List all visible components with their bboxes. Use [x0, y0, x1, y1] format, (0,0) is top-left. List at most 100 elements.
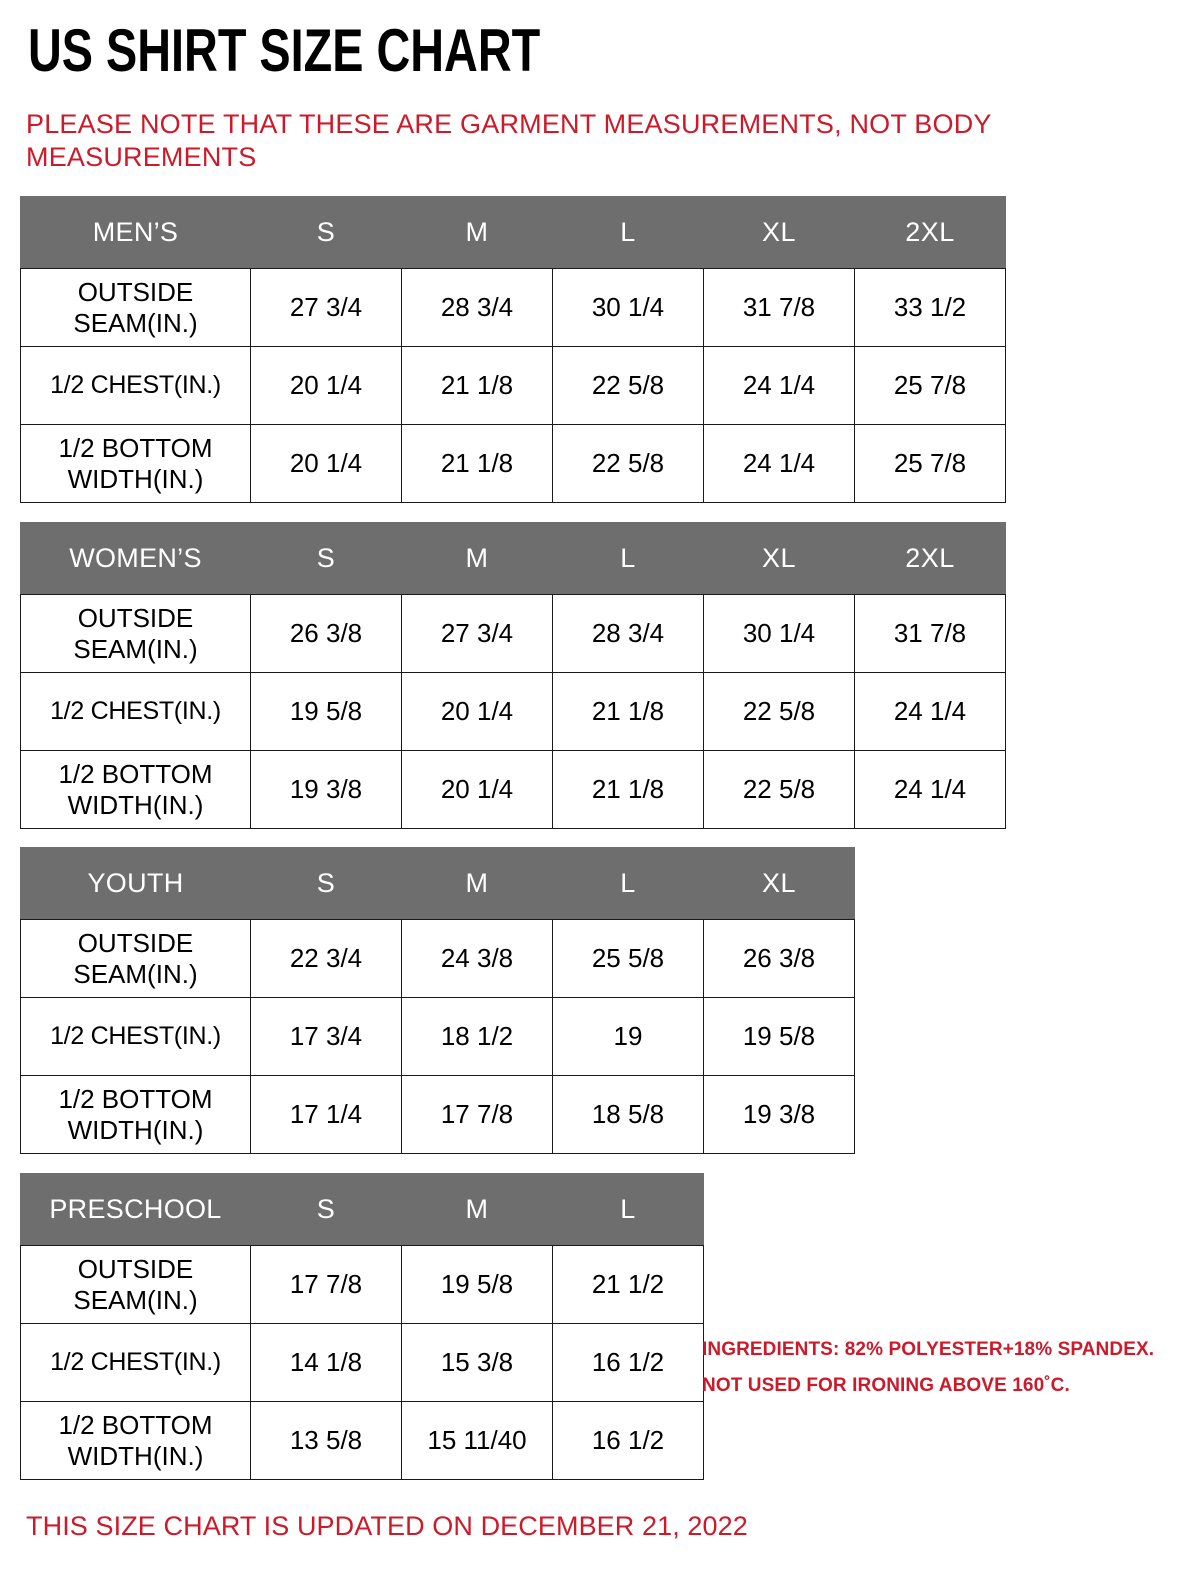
cell-value: 19 3/8: [703, 1075, 855, 1154]
cell-value: 30 1/4: [703, 594, 855, 673]
cell-value: 13 5/8: [250, 1401, 402, 1480]
cell-value: 25 7/8: [854, 424, 1006, 503]
cell-value: 21 1/8: [401, 424, 553, 503]
cell-value: 27 3/4: [401, 594, 553, 673]
cell-value: 31 7/8: [703, 268, 855, 347]
cell-value: 25 5/8: [552, 919, 704, 998]
header-cell-m: M: [401, 1173, 553, 1246]
cell-value: 31 7/8: [854, 594, 1006, 673]
table-row: 1/2 BOTTOM WIDTH(IN.) 19 3/8 20 1/4 21 1…: [20, 750, 1006, 829]
row-label-half-bottom-width: 1/2 BOTTOM WIDTH(IN.): [20, 1075, 251, 1154]
header-cell-s: S: [250, 196, 402, 269]
table-row: OUTSIDE SEAM(IN.) 26 3/8 27 3/4 28 3/4 3…: [20, 594, 1006, 673]
garment-measurement-note: PLEASE NOTE THAT THESE ARE GARMENT MEASU…: [26, 109, 992, 172]
table-row: OUTSIDE SEAM(IN.) 22 3/4 24 3/8 25 5/8 2…: [20, 919, 855, 998]
row-label-half-bottom-width: 1/2 BOTTOM WIDTH(IN.): [20, 750, 251, 829]
table-row: 1/2 CHEST(IN.) 14 1/8 15 3/8 16 1/2: [20, 1323, 704, 1402]
table-row: 1/2 BOTTOM WIDTH(IN.) 20 1/4 21 1/8 22 5…: [20, 424, 1006, 503]
table-header-row: PRESCHOOL S M L: [20, 1173, 704, 1246]
cell-value: 22 3/4: [250, 919, 402, 998]
page-title: US SHIRT SIZE CHART: [28, 17, 541, 84]
header-cell-category: YOUTH: [20, 847, 251, 920]
header-cell-l: L: [552, 196, 704, 269]
ingredients-note: INGREDIENTS: 82% POLYESTER+18% SPANDEX. …: [702, 1332, 1172, 1404]
table-row: 1/2 BOTTOM WIDTH(IN.) 13 5/8 15 11/40 16…: [20, 1401, 704, 1480]
row-label-outside-seam: OUTSIDE SEAM(IN.): [20, 919, 251, 998]
preschool-size-table: PRESCHOOL S M L OUTSIDE SEAM(IN.) 17 7/8…: [20, 1173, 704, 1480]
row-label-half-chest: 1/2 CHEST(IN.): [20, 346, 251, 425]
header-cell-m: M: [401, 522, 553, 595]
header-cell-l: L: [552, 522, 704, 595]
ingredients-line-1: INGREDIENTS: 82% POLYESTER+18% SPANDEX.: [702, 1339, 1155, 1360]
header-cell-m: M: [401, 196, 553, 269]
cell-value: 18 1/2: [401, 997, 553, 1076]
row-label-outside-seam: OUTSIDE SEAM(IN.): [20, 268, 251, 347]
ingredients-line-2: NOT USED FOR IRONING ABOVE 160˚C.: [702, 1375, 1070, 1396]
cell-value: 16 1/2: [552, 1401, 704, 1480]
table-header-row: WOMEN’S S M L XL 2XL: [20, 522, 1006, 595]
cell-value: 17 7/8: [401, 1075, 553, 1154]
table-row: 1/2 CHEST(IN.) 20 1/4 21 1/8 22 5/8 24 1…: [20, 346, 1006, 425]
header-cell-s: S: [250, 847, 402, 920]
cell-value: 28 3/4: [401, 268, 553, 347]
cell-value: 24 1/4: [703, 346, 855, 425]
cell-value: 19 5/8: [703, 997, 855, 1076]
cell-value: 22 5/8: [552, 346, 704, 425]
cell-value: 16 1/2: [552, 1323, 704, 1402]
cell-value: 21 1/8: [552, 672, 704, 751]
cell-value: 15 11/40: [401, 1401, 553, 1480]
cell-value: 21 1/8: [552, 750, 704, 829]
table-header-row: YOUTH S M L XL: [20, 847, 855, 920]
header-cell-xl: XL: [703, 196, 855, 269]
cell-value: 26 3/8: [703, 919, 855, 998]
youth-size-table: YOUTH S M L XL OUTSIDE SEAM(IN.) 22 3/4 …: [20, 847, 855, 1154]
cell-value: 21 1/2: [552, 1245, 704, 1324]
cell-value: 24 3/8: [401, 919, 553, 998]
row-label-outside-seam: OUTSIDE SEAM(IN.): [20, 1245, 251, 1324]
table-row: OUTSIDE SEAM(IN.) 27 3/4 28 3/4 30 1/4 3…: [20, 268, 1006, 347]
table-row: 1/2 CHEST(IN.) 19 5/8 20 1/4 21 1/8 22 5…: [20, 672, 1006, 751]
table-row: OUTSIDE SEAM(IN.) 17 7/8 19 5/8 21 1/2: [20, 1245, 704, 1324]
cell-value: 19 5/8: [250, 672, 402, 751]
cell-value: 17 1/4: [250, 1075, 402, 1154]
header-cell-s: S: [250, 1173, 402, 1246]
row-label-half-bottom-width: 1/2 BOTTOM WIDTH(IN.): [20, 424, 251, 503]
header-cell-category: MEN’S: [20, 196, 251, 269]
cell-value: 24 1/4: [854, 672, 1006, 751]
header-cell-m: M: [401, 847, 553, 920]
mens-size-table: MEN’S S M L XL 2XL OUTSIDE SEAM(IN.) 27 …: [20, 196, 1006, 503]
cell-value: 24 1/4: [703, 424, 855, 503]
cell-value: 20 1/4: [401, 672, 553, 751]
header-cell-2xl: 2XL: [854, 522, 1006, 595]
cell-value: 33 1/2: [854, 268, 1006, 347]
header-cell-category: WOMEN’S: [20, 522, 251, 595]
cell-value: 19 3/8: [250, 750, 402, 829]
cell-value: 22 5/8: [552, 424, 704, 503]
cell-value: 27 3/4: [250, 268, 402, 347]
cell-value: 19 5/8: [401, 1245, 553, 1324]
header-cell-l: L: [552, 1173, 704, 1246]
cell-value: 15 3/8: [401, 1323, 553, 1402]
cell-value: 19: [552, 997, 704, 1076]
row-label-half-chest: 1/2 CHEST(IN.): [20, 1323, 251, 1402]
last-updated-note: THIS SIZE CHART IS UPDATED ON DECEMBER 2…: [26, 1511, 748, 1541]
cell-value: 21 1/8: [401, 346, 553, 425]
header-cell-s: S: [250, 522, 402, 595]
header-cell-l: L: [552, 847, 704, 920]
cell-value: 22 5/8: [703, 672, 855, 751]
cell-value: 22 5/8: [703, 750, 855, 829]
cell-value: 14 1/8: [250, 1323, 402, 1402]
cell-value: 20 1/4: [250, 424, 402, 503]
cell-value: 18 5/8: [552, 1075, 704, 1154]
header-cell-xl: XL: [703, 522, 855, 595]
cell-value: 26 3/8: [250, 594, 402, 673]
header-cell-2xl: 2XL: [854, 196, 1006, 269]
cell-value: 17 7/8: [250, 1245, 402, 1324]
table-row: 1/2 BOTTOM WIDTH(IN.) 17 1/4 17 7/8 18 5…: [20, 1075, 855, 1154]
cell-value: 20 1/4: [401, 750, 553, 829]
cell-value: 28 3/4: [552, 594, 704, 673]
cell-value: 20 1/4: [250, 346, 402, 425]
table-row: 1/2 CHEST(IN.) 17 3/4 18 1/2 19 19 5/8: [20, 997, 855, 1076]
row-label-outside-seam: OUTSIDE SEAM(IN.): [20, 594, 251, 673]
